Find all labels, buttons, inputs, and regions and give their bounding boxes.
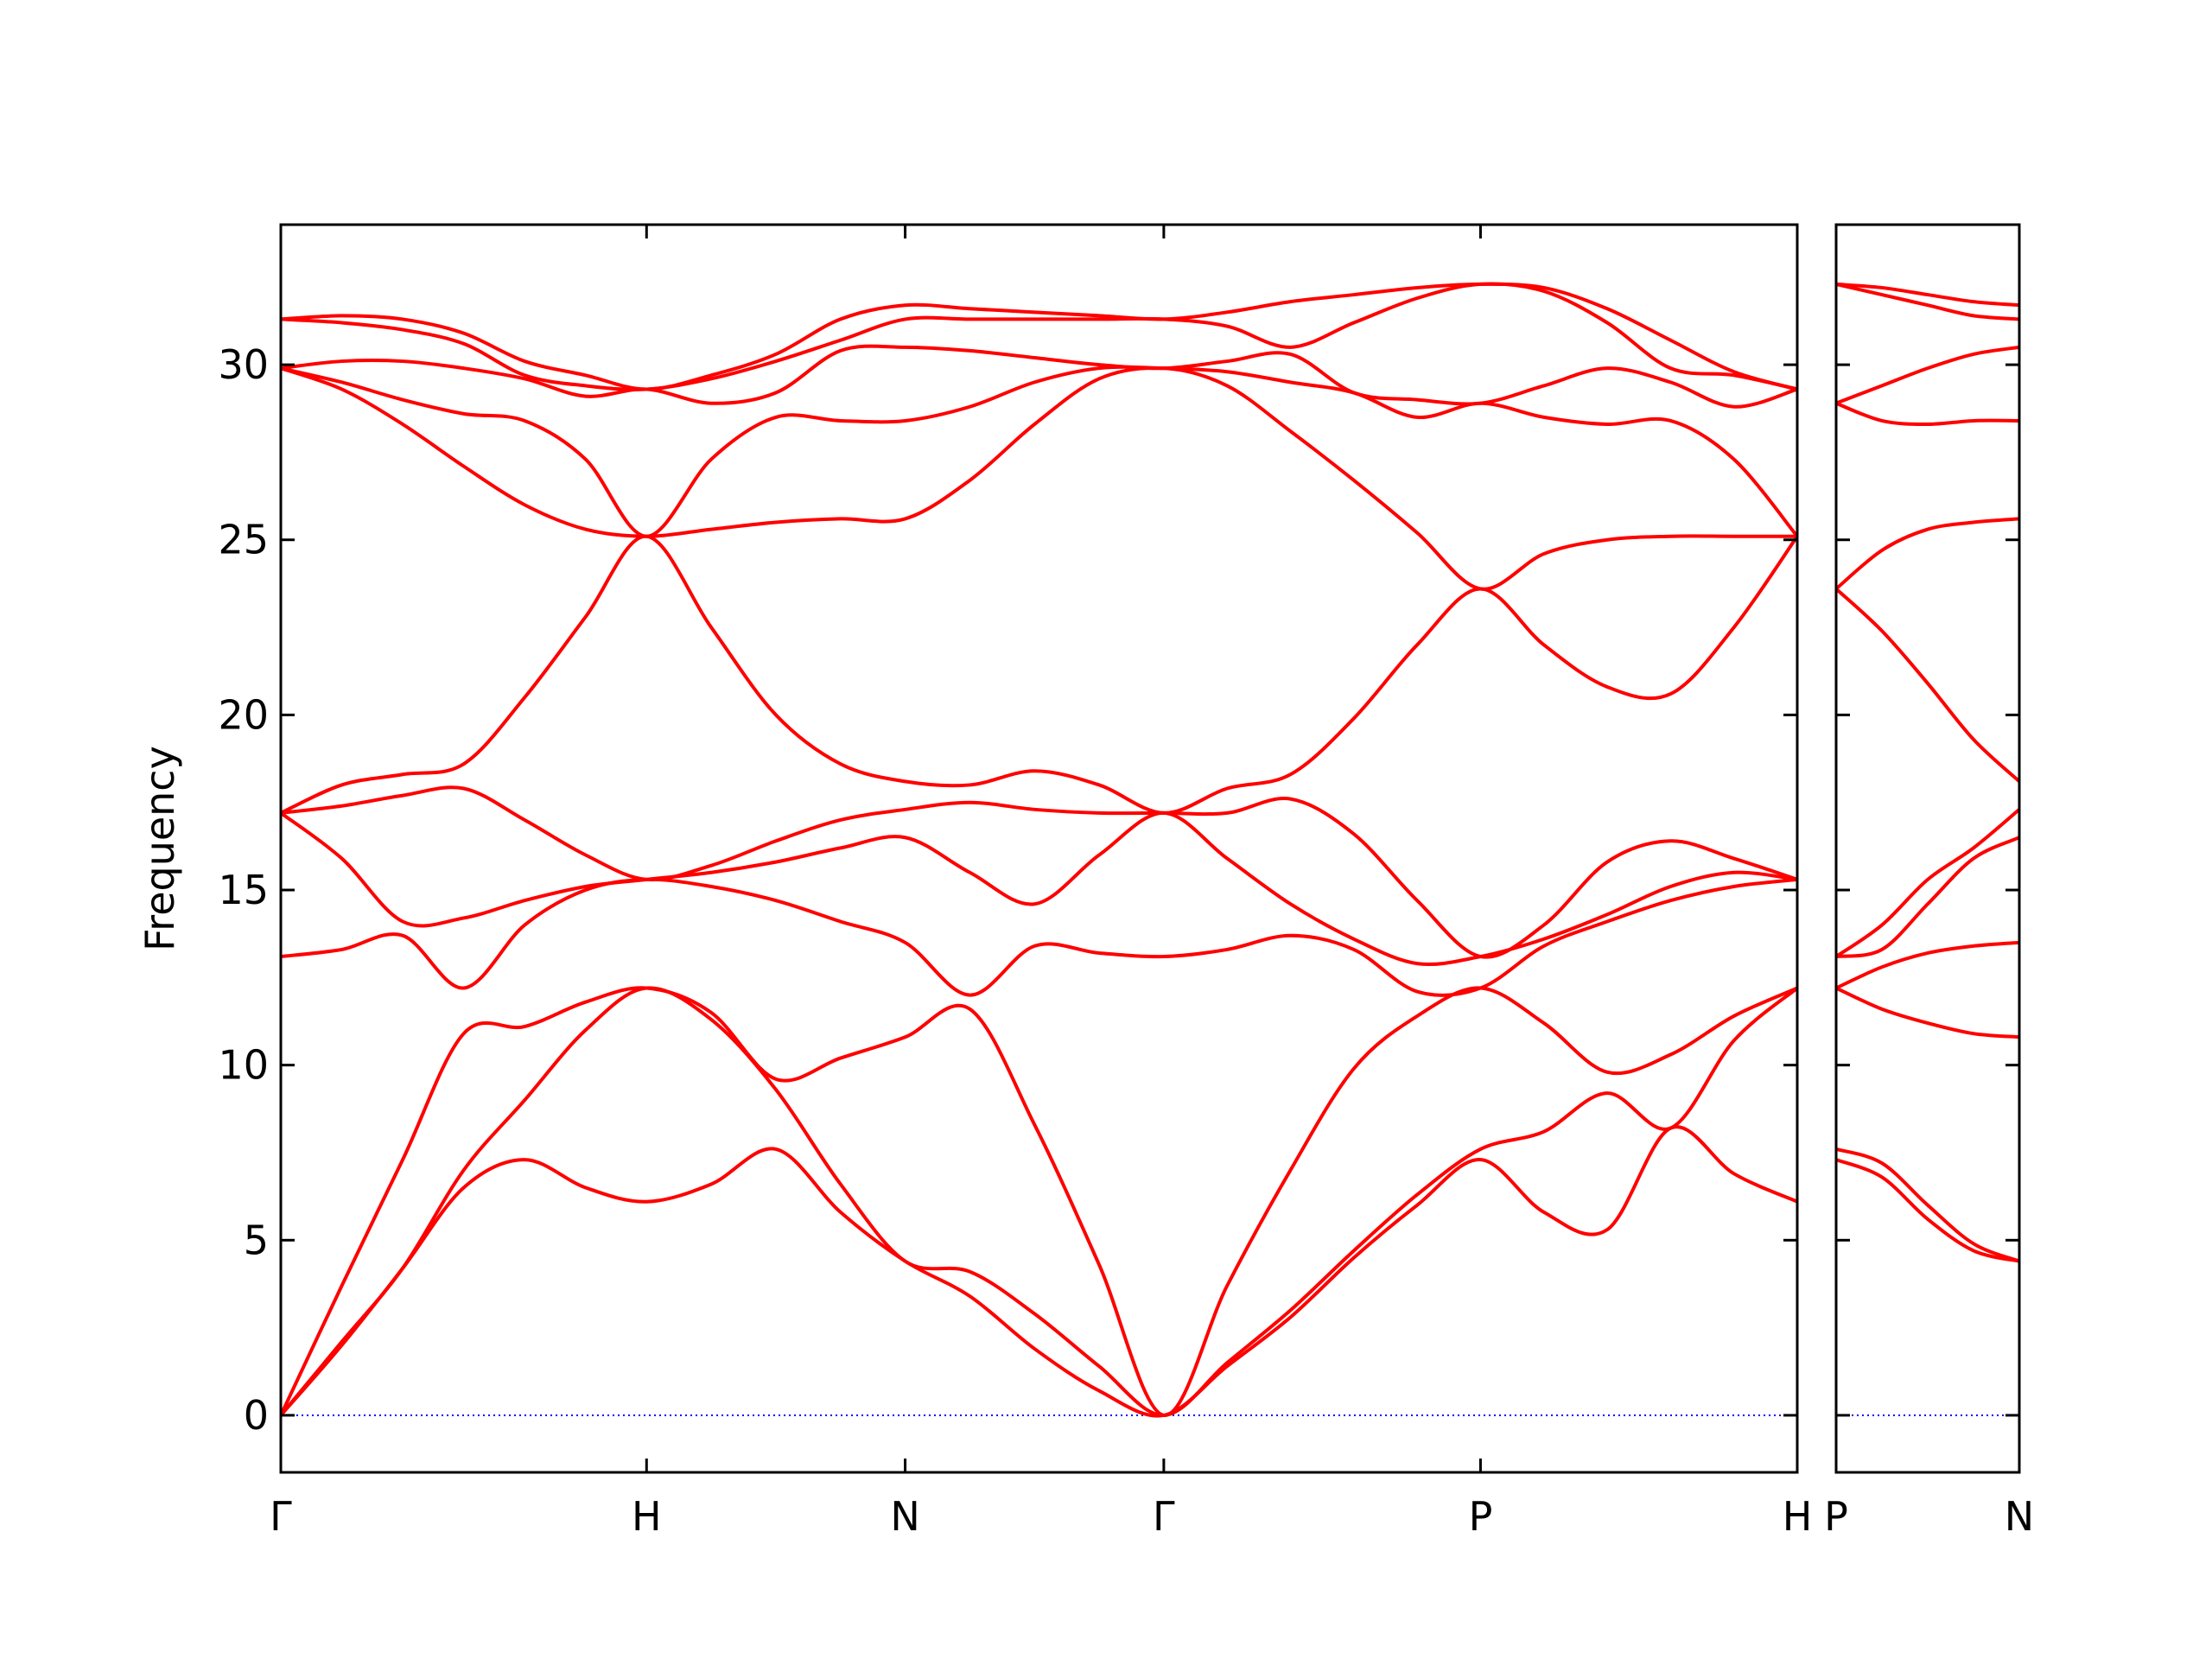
band-line	[281, 365, 1797, 538]
band-line	[281, 1125, 1797, 1418]
x-tick-label: N	[2005, 1493, 2034, 1540]
x-tick-label: Γ	[270, 1493, 292, 1540]
y-tick-label: 30	[218, 341, 269, 388]
plot-frame	[279, 223, 1799, 1474]
band-line	[1836, 986, 2019, 1039]
band-line	[1836, 1158, 2019, 1263]
plot-frame	[1834, 223, 2021, 1474]
band-line	[281, 877, 1797, 997]
x-tick-label: H	[1783, 1493, 1813, 1540]
band-line	[1836, 282, 2019, 321]
band-line	[1836, 345, 2019, 405]
y-tick-label: 15	[218, 867, 269, 913]
band-line	[1836, 517, 2019, 591]
y-tick-label: 10	[218, 1042, 269, 1089]
band-line	[281, 282, 1797, 391]
x-tick-label: H	[632, 1493, 662, 1540]
band-line	[281, 344, 1797, 409]
band-line	[1836, 401, 2019, 427]
x-tick-label: P	[1824, 1493, 1848, 1540]
y-tick-label: 5	[244, 1217, 269, 1263]
band-line	[1836, 587, 2019, 784]
band-line	[1836, 1147, 2019, 1263]
band-line	[1836, 282, 2019, 308]
band-line	[1836, 940, 2019, 990]
band-line	[1836, 836, 2019, 959]
y-tick-label: 20	[218, 691, 269, 738]
band-line	[281, 365, 1797, 591]
band-line	[281, 282, 1797, 391]
band-line	[281, 785, 1797, 959]
band-line	[281, 534, 1797, 815]
band-line	[1836, 807, 2019, 959]
band-line	[281, 986, 1797, 1417]
x-tick-label: Γ	[1153, 1493, 1175, 1540]
y-axis-label: Frequency	[137, 746, 183, 951]
x-tick-label: N	[890, 1493, 919, 1540]
y-tick-label: 25	[218, 517, 269, 563]
band-line	[281, 986, 1797, 1417]
x-tick-label: P	[1469, 1493, 1493, 1540]
y-tick-label: 0	[244, 1392, 269, 1439]
band-line	[281, 810, 1797, 967]
